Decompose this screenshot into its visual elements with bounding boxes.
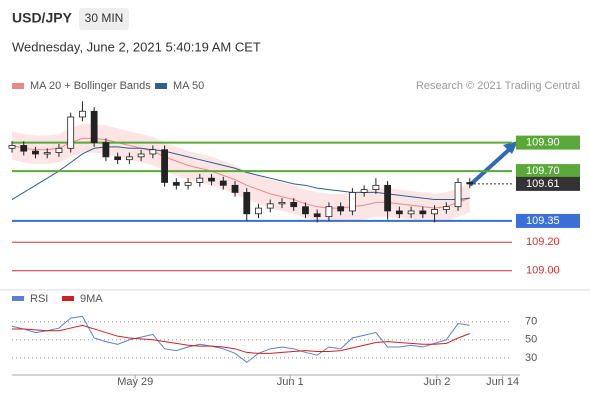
- candle-body: [20, 145, 28, 152]
- candle-body: [90, 110, 98, 143]
- candle-body: [243, 192, 251, 215]
- ma20: [11, 137, 470, 209]
- level-label: 109.00: [526, 265, 560, 277]
- legend-swatch: [155, 83, 167, 89]
- candle-body: [431, 209, 438, 215]
- candle-body: [395, 210, 403, 215]
- candle-body: [67, 116, 75, 149]
- candle-body: [196, 177, 204, 183]
- candle-body: [161, 149, 168, 183]
- candle-body: [349, 192, 356, 212]
- x-tick-label: May 29: [117, 376, 153, 388]
- candle-body: [325, 206, 333, 218]
- interval-box: [79, 8, 129, 30]
- rsi-line: [12, 324, 470, 354]
- candle-body: [55, 147, 63, 153]
- candle-body: [266, 203, 274, 209]
- candle-body: [442, 206, 450, 210]
- date: Wednesday, June 2, 2021 5:40:19 AM CET: [12, 39, 261, 54]
- candle-body: [278, 202, 286, 205]
- candle-body: [102, 142, 110, 158]
- level-label: 109.90: [526, 137, 560, 149]
- legend-label: MA 20 + Bollinger Bands: [30, 80, 151, 92]
- candle-body: [208, 177, 215, 182]
- y-tick-label: 30: [525, 352, 537, 364]
- level-box: [516, 135, 580, 150]
- copyright: Research © 2021 Trading Central: [416, 80, 580, 92]
- candle-body: [290, 202, 298, 208]
- y-tick-label: 70: [525, 316, 537, 328]
- candle-body: [231, 184, 239, 193]
- candle-body: [219, 180, 227, 186]
- candle-body: [125, 156, 133, 161]
- x-tick-label: Jun 14: [486, 376, 519, 388]
- candle-body: [43, 152, 51, 155]
- arrow-head: [503, 141, 518, 154]
- level-label: 109.70: [526, 165, 560, 177]
- candle-body: [255, 207, 262, 215]
- candle-body: [454, 182, 462, 208]
- level-label: 109.61: [526, 178, 560, 190]
- candle-body: [313, 213, 321, 218]
- x-tick-label: Jun 1: [277, 376, 304, 388]
- symbol: USD/JPY: [12, 10, 73, 26]
- legend-swatch: [62, 296, 74, 301]
- candle-body: [79, 110, 86, 118]
- y-tick-label: 50: [525, 334, 537, 346]
- candle-body: [32, 150, 39, 155]
- level-box: [516, 213, 580, 228]
- level-label: 109.20: [526, 236, 560, 248]
- level-box: [516, 164, 580, 179]
- candle-body: [149, 149, 157, 155]
- candle-body: [184, 182, 192, 186]
- candle-body: [407, 210, 415, 215]
- candle-body: [172, 182, 180, 186]
- level-box: [516, 176, 580, 191]
- interval: 30 MIN: [85, 11, 124, 25]
- legend-label: MA 50: [173, 80, 204, 92]
- legend-swatch: [12, 83, 24, 89]
- candle-body: [302, 206, 309, 215]
- legend-swatch: [12, 296, 24, 301]
- candle-body: [372, 184, 380, 190]
- candle-body: [360, 189, 368, 193]
- level-label: 109.35: [526, 215, 560, 227]
- legend-label: 9MA: [80, 293, 103, 305]
- candle-body: [8, 145, 16, 149]
- legend-label: RSI: [30, 293, 48, 305]
- x-tick-label: Jun 2: [423, 376, 450, 388]
- candle-body: [384, 184, 392, 212]
- candle-body: [419, 210, 427, 215]
- candle-body: [466, 182, 474, 185]
- candle-body: [137, 153, 145, 158]
- candle-body: [337, 206, 345, 212]
- trend-arrow: [468, 145, 514, 187]
- candle-body: [114, 156, 122, 161]
